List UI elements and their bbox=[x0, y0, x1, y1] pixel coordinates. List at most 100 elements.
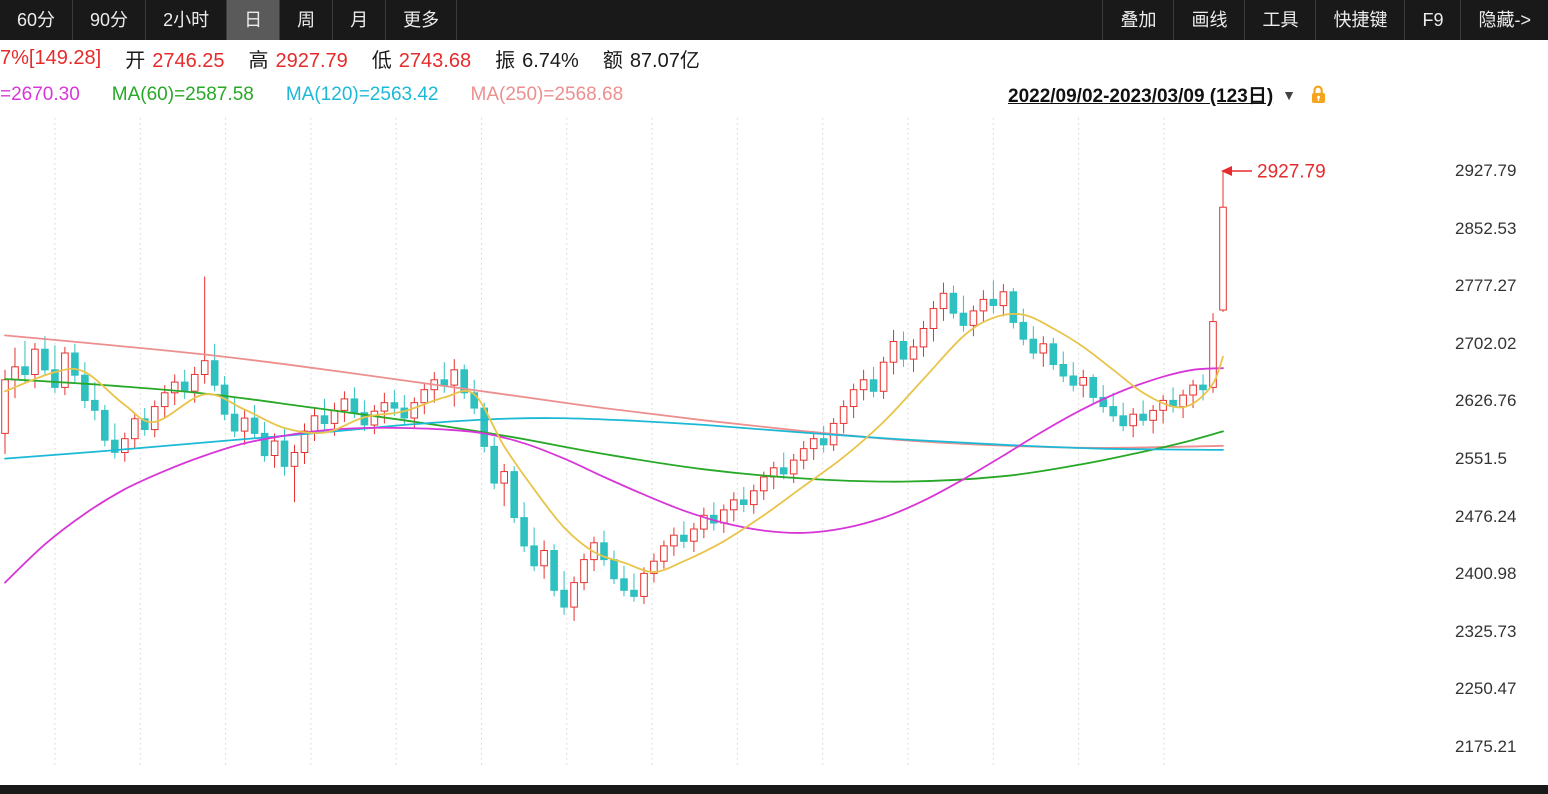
draw-line-button[interactable]: 画线 bbox=[1173, 0, 1244, 40]
low-field-value: 2743.68 bbox=[398, 50, 472, 72]
candle-body bbox=[260, 432, 269, 457]
ma-line-ma120 bbox=[4, 417, 1224, 460]
candle-body bbox=[959, 312, 968, 326]
amplitude-field-value: 6.74% bbox=[522, 50, 579, 72]
tools-button[interactable]: 工具 bbox=[1244, 0, 1315, 40]
candle-body bbox=[1209, 321, 1217, 388]
candle-body bbox=[789, 459, 798, 475]
ma-line-ma-short bbox=[4, 313, 1224, 573]
amplitude-field-label: 振 bbox=[495, 50, 516, 72]
candle-body bbox=[310, 415, 319, 432]
more-periods[interactable]: 更多 bbox=[385, 0, 458, 40]
candle-body bbox=[240, 417, 249, 432]
candle-body bbox=[200, 360, 209, 375]
candle-body bbox=[779, 467, 788, 475]
axis-label: 2476.24 bbox=[1455, 506, 1517, 526]
chevron-down-icon[interactable]: ▼ bbox=[1282, 86, 1297, 103]
period-day[interactable]: 日 bbox=[226, 0, 280, 40]
ma120-label: MA(120)=2563.42 bbox=[285, 83, 439, 105]
high-field-label: 高 bbox=[248, 50, 269, 72]
candle-body bbox=[350, 398, 359, 414]
candle-body bbox=[150, 406, 159, 431]
candle-body bbox=[1189, 384, 1197, 396]
candle-body bbox=[979, 298, 988, 312]
candle-body bbox=[1119, 415, 1128, 427]
period-month[interactable]: 月 bbox=[332, 0, 385, 40]
ma-line-ma-mid bbox=[4, 367, 1224, 584]
candle-body bbox=[1099, 396, 1108, 408]
period-90min[interactable]: 90分 bbox=[72, 0, 145, 40]
candle-body bbox=[520, 517, 528, 547]
candle-body bbox=[500, 471, 508, 484]
toolbar: 60分 90分 2小时日周月更多 叠加 画线 工具 快捷键 F9 隐藏-> bbox=[0, 0, 1548, 40]
candle-body bbox=[31, 348, 39, 375]
candle-body bbox=[1199, 384, 1207, 391]
candle-body bbox=[889, 341, 898, 363]
candle-body bbox=[121, 438, 129, 454]
candle-body bbox=[1109, 406, 1118, 417]
axis-label: 2250.47 bbox=[1455, 679, 1517, 699]
candle-body bbox=[899, 341, 908, 360]
candle-body bbox=[270, 440, 279, 456]
candle-body bbox=[290, 452, 299, 467]
candle-body bbox=[420, 389, 429, 404]
candle-body bbox=[51, 369, 59, 388]
axis-label: 2927.79 bbox=[1455, 161, 1517, 180]
axis-label: 2325.73 bbox=[1455, 621, 1517, 641]
candle-body bbox=[1009, 291, 1018, 323]
open-field-label: 开 bbox=[125, 50, 146, 72]
ma250-label: MA(250)=2568.68 bbox=[470, 83, 624, 105]
hotkeys-button[interactable]: 快捷键 bbox=[1315, 0, 1404, 40]
candle-body bbox=[540, 550, 548, 567]
ma60-label: MA(60)=2587.58 bbox=[111, 83, 254, 105]
candle-body bbox=[1129, 413, 1138, 427]
tool-buttons: 叠加 画线 工具 快捷键 F9 隐藏-> bbox=[1102, 0, 1548, 40]
axis-label: 2702.02 bbox=[1455, 333, 1517, 353]
candle-body bbox=[799, 448, 808, 461]
candlestick-chart[interactable]: 2927.79 bbox=[0, 112, 1440, 772]
chart-area: 2927.79 2927.79 2852.53 2777.27 2702.02 2626… bbox=[0, 112, 1548, 772]
candle-body bbox=[849, 389, 858, 408]
candle-body bbox=[909, 346, 918, 360]
candle-body bbox=[1089, 377, 1098, 398]
overlay-button[interactable]: 叠加 bbox=[1102, 0, 1173, 40]
candle-body bbox=[160, 392, 169, 408]
axis-label: 2777.27 bbox=[1455, 276, 1517, 296]
candle-body bbox=[620, 578, 628, 591]
candle-body bbox=[640, 572, 648, 597]
ma-line-ma60 bbox=[4, 378, 1224, 483]
lock-icon[interactable] bbox=[1310, 85, 1327, 104]
candle-body bbox=[250, 417, 259, 434]
candle-body bbox=[859, 379, 868, 391]
date-range-selector[interactable]: 2022/09/02-2023/03/09 (123日) bbox=[1008, 86, 1274, 107]
candle-body bbox=[720, 509, 728, 524]
candle-body bbox=[869, 379, 878, 392]
latest-price-annotation: 2927.79 bbox=[1257, 162, 1326, 183]
f9-button[interactable]: F9 bbox=[1404, 0, 1460, 40]
candle-body bbox=[919, 328, 928, 348]
price-axis: 2927.79 2852.53 2777.27 2702.02 2626.76 2551.… bbox=[1443, 112, 1548, 772]
candle-body bbox=[71, 352, 79, 376]
candle-body bbox=[550, 550, 558, 591]
candle-body bbox=[819, 438, 828, 446]
candle-body bbox=[1139, 413, 1147, 421]
candle-body bbox=[929, 308, 938, 330]
candle-body bbox=[730, 499, 738, 511]
candle-body bbox=[440, 379, 449, 386]
ma-labels: =2670.30 MA(60)=2587.58 MA(120)=2563.42 MA(… bbox=[0, 84, 655, 106]
candle-body bbox=[280, 440, 289, 467]
candle-body bbox=[580, 559, 588, 584]
candle-body bbox=[610, 559, 618, 580]
candle-body bbox=[21, 366, 29, 376]
period-60min[interactable]: 60分 bbox=[17, 10, 56, 30]
candle-body bbox=[400, 407, 409, 419]
date-range-box: 2022/09/02-2023/03/09 (123日) ▼ bbox=[1008, 77, 1327, 112]
period-week[interactable]: 周 bbox=[279, 0, 332, 40]
period-2hour[interactable]: 2小时 bbox=[145, 0, 226, 40]
axis-label: 2175.21 bbox=[1455, 737, 1517, 756]
hide-button[interactable]: 隐藏-> bbox=[1460, 0, 1548, 40]
high-field: 高 2927.79 bbox=[249, 44, 348, 73]
bottom-bar bbox=[0, 785, 1548, 794]
candle-body bbox=[839, 406, 848, 424]
